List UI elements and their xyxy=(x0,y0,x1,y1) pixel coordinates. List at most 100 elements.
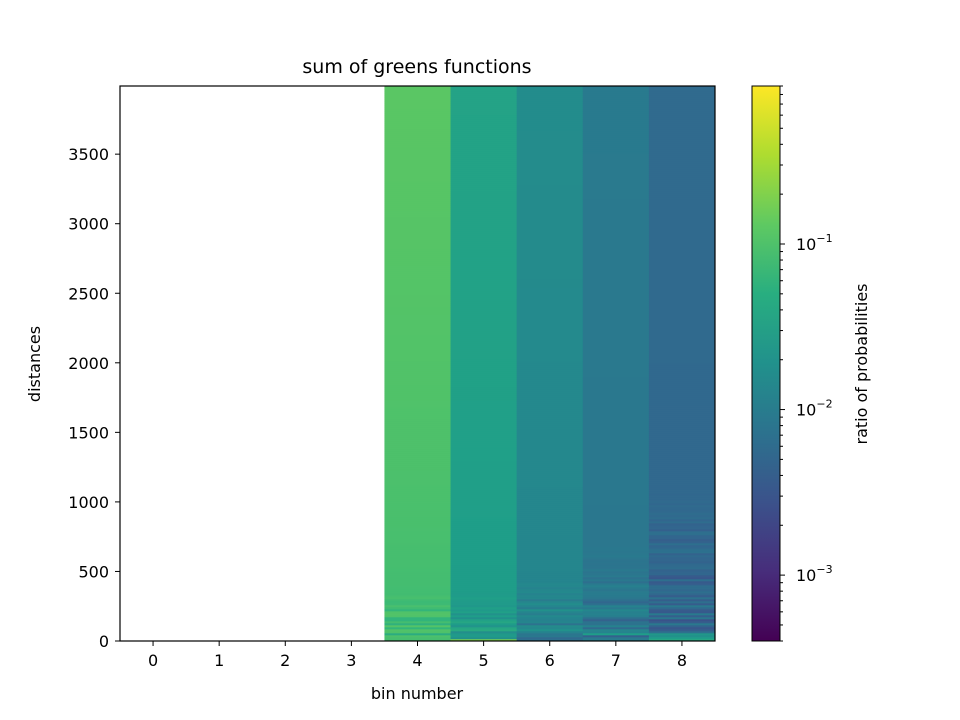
heatmap-cell xyxy=(648,325,715,328)
heatmap-cell xyxy=(582,239,650,242)
heatmap-cell xyxy=(582,109,650,112)
heatmap-cell xyxy=(384,285,452,288)
heatmap-cell xyxy=(582,539,650,542)
heatmap-cell xyxy=(582,267,650,270)
heatmap-cell xyxy=(582,217,650,220)
heatmap-cell xyxy=(450,595,518,598)
heatmap-cell xyxy=(384,143,452,146)
heatmap-cell xyxy=(384,335,452,338)
heatmap-cell xyxy=(648,185,715,188)
heatmap-cell xyxy=(582,593,650,596)
heatmap-cell xyxy=(516,561,584,564)
heatmap-cell xyxy=(582,555,650,558)
heatmap-cell xyxy=(516,625,584,628)
heatmap-cell xyxy=(450,493,518,496)
heatmap-cell xyxy=(582,509,650,512)
heatmap-cell xyxy=(450,539,518,542)
heatmap-cell xyxy=(648,89,715,92)
heatmap-cell xyxy=(516,315,584,318)
heatmap-cell xyxy=(582,153,650,156)
heatmap-cell xyxy=(450,431,518,434)
heatmap-cell xyxy=(582,155,650,158)
heatmap-cell xyxy=(450,315,518,318)
heatmap-cell xyxy=(450,285,518,288)
heatmap-cell xyxy=(384,541,452,544)
heatmap-cell xyxy=(450,273,518,276)
heatmap-cell xyxy=(384,299,452,302)
heatmap-cell xyxy=(516,327,584,330)
heatmap-cell xyxy=(582,347,650,350)
heatmap-cell xyxy=(384,347,452,350)
heatmap-cell xyxy=(582,387,650,390)
heatmap-cell xyxy=(648,423,715,426)
heatmap-cell xyxy=(582,325,650,328)
heatmap-cell xyxy=(384,371,452,374)
heatmap-cell xyxy=(582,491,650,494)
heatmap-cell xyxy=(450,613,518,616)
heatmap-cell xyxy=(384,517,452,520)
heatmap-cell xyxy=(450,95,518,98)
heatmap-cell xyxy=(516,609,584,612)
heatmap-cell xyxy=(648,223,715,226)
heatmap-cell xyxy=(516,615,584,618)
heatmap-cell xyxy=(648,481,715,484)
heatmap-cell xyxy=(516,221,584,224)
heatmap-cell xyxy=(582,461,650,464)
heatmap-cell xyxy=(648,283,715,286)
heatmap-cell xyxy=(516,325,584,328)
heatmap-cell xyxy=(582,303,650,306)
heatmap-cell xyxy=(582,425,650,428)
heatmap-cell xyxy=(582,103,650,106)
heatmap-cell xyxy=(384,499,452,502)
heatmap-cell xyxy=(516,459,584,462)
heatmap-cell xyxy=(582,349,650,352)
heatmap-cell xyxy=(648,281,715,284)
heatmap-cell xyxy=(582,395,650,398)
heatmap-cell xyxy=(582,355,650,358)
heatmap-cell xyxy=(648,251,715,254)
heatmap-cell xyxy=(648,561,715,564)
heatmap-cell xyxy=(450,569,518,572)
heatmap-cell xyxy=(582,117,650,120)
heatmap-cell xyxy=(516,335,584,338)
heatmap-cell xyxy=(516,421,584,424)
heatmap-cell xyxy=(450,177,518,180)
heatmap-cell xyxy=(450,205,518,208)
heatmap-cell xyxy=(384,337,452,340)
heatmap-cell xyxy=(582,175,650,178)
heatmap-cell xyxy=(516,395,584,398)
heatmap-cell xyxy=(648,569,715,572)
heatmap-cell xyxy=(384,237,452,240)
heatmap-cell xyxy=(450,301,518,304)
heatmap-cell xyxy=(516,99,584,102)
heatmap-cell xyxy=(648,617,715,620)
heatmap-cell xyxy=(516,405,584,408)
heatmap-cell xyxy=(450,207,518,210)
heatmap-cell xyxy=(516,267,584,270)
heatmap-cell xyxy=(648,501,715,504)
heatmap-cell xyxy=(516,417,584,420)
heatmap-cell xyxy=(516,241,584,244)
heatmap-cell xyxy=(582,595,650,598)
heatmap-cell xyxy=(516,111,584,114)
heatmap-cell xyxy=(648,565,715,568)
heatmap-cell xyxy=(384,397,452,400)
heatmap-cell xyxy=(582,393,650,396)
heatmap-cell xyxy=(516,557,584,560)
heatmap-cell xyxy=(648,427,715,430)
heatmap-cell xyxy=(582,567,650,570)
heatmap-cell xyxy=(516,479,584,482)
heatmap-cell xyxy=(450,491,518,494)
heatmap-cell xyxy=(450,605,518,608)
heatmap-cell xyxy=(582,97,650,100)
heatmap-cell xyxy=(384,199,452,202)
heatmap-cell xyxy=(516,189,584,192)
heatmap-cell xyxy=(648,513,715,516)
heatmap-cell xyxy=(516,207,584,210)
heatmap-cell xyxy=(648,115,715,118)
heatmap-cell xyxy=(450,615,518,618)
heatmap-cell xyxy=(450,379,518,382)
heatmap-cell xyxy=(450,563,518,566)
heatmap-cell xyxy=(450,281,518,284)
heatmap-cell xyxy=(384,571,452,574)
